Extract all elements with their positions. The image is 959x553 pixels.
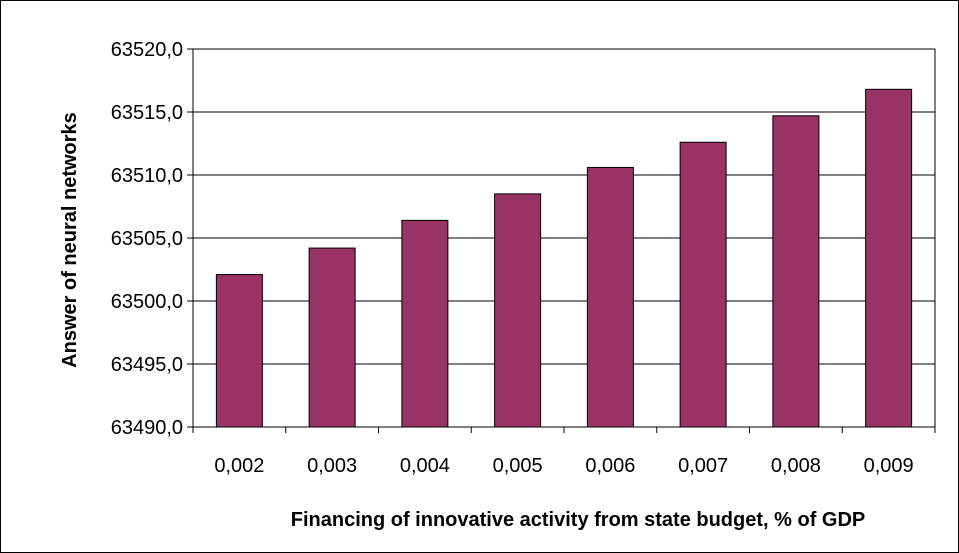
bar bbox=[772, 115, 820, 428]
gridlines bbox=[193, 48, 935, 428]
x-axis-title: Financing of innovative activity from st… bbox=[291, 509, 866, 531]
x-tick-labels: 0,002 0,003 0,004 0,005 0,006 0,007 0,008 0,009 bbox=[214, 455, 913, 477]
bar bbox=[494, 193, 542, 428]
x-tick-label: 0,004 bbox=[400, 455, 450, 477]
y-tick-labels: 63490,0 63495,0 63500,0 63505,0 63510,0 63515… bbox=[111, 39, 183, 439]
bar bbox=[401, 219, 449, 428]
y-tick-label: 63490,0 bbox=[111, 417, 183, 439]
x-tick-label: 0,007 bbox=[678, 455, 728, 477]
bar bbox=[215, 274, 263, 428]
x-tick-label: 0,009 bbox=[864, 455, 914, 477]
y-tick-label: 63510,0 bbox=[111, 165, 183, 187]
x-tick-label: 0,005 bbox=[493, 455, 543, 477]
bar bbox=[586, 166, 634, 428]
y-tick-label: 63515,0 bbox=[111, 102, 183, 124]
bar bbox=[308, 247, 356, 428]
y-tick-label: 63495,0 bbox=[111, 354, 183, 376]
y-tick-label: 63520,0 bbox=[111, 39, 183, 61]
bar bbox=[865, 88, 913, 428]
axes bbox=[187, 48, 936, 433]
x-tick-label: 0,002 bbox=[214, 455, 264, 477]
x-tick-label: 0,003 bbox=[307, 455, 357, 477]
bar bbox=[679, 141, 727, 428]
bars bbox=[215, 88, 913, 428]
x-tick-label: 0,006 bbox=[585, 455, 635, 477]
x-tick-label: 0,008 bbox=[771, 455, 821, 477]
y-tick-label: 63500,0 bbox=[111, 291, 183, 313]
y-tick-label: 63505,0 bbox=[111, 228, 183, 250]
y-axis-title: Answer of neural networks bbox=[59, 112, 81, 368]
